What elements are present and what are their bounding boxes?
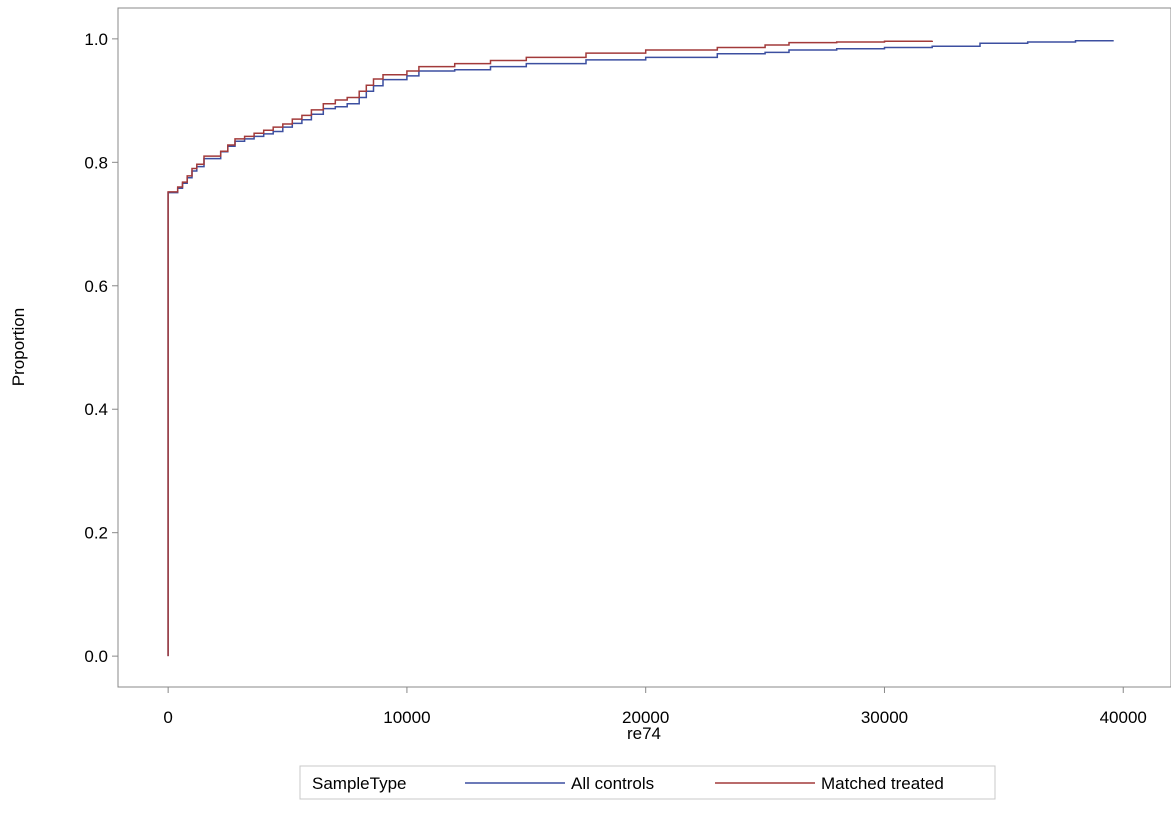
x-axis: 0 10000 20000 30000 40000 [163,687,1147,727]
y-tick-label: 1.0 [84,30,108,49]
series-line-matched-treated [167,40,933,657]
x-axis-label: re74 [627,724,661,743]
legend-frame [299,765,996,800]
x-tick-label: 0 [163,708,172,727]
y-tick-label: 0.8 [84,153,108,172]
legend-title: SampleType [312,774,407,793]
plot-frame [117,7,1171,688]
x-tick-label: 30000 [861,708,908,727]
series-line-all-controls [167,39,1114,657]
x-tick-label: 20000 [622,708,669,727]
y-axis-label: Proportion [9,308,28,386]
x-tick-label: 40000 [1100,708,1147,727]
y-tick-label: 0.2 [84,524,108,543]
legend-label-matched-treated: Matched treated [821,774,944,793]
y-tick-label: 0.4 [84,400,108,419]
x-tick-label: 10000 [383,708,430,727]
series-layer [167,39,1114,657]
y-axis: 0.0 0.2 0.4 0.6 0.8 1.0 [84,30,118,666]
y-tick-label: 0.6 [84,277,108,296]
legend: SampleType All controls Matched treated [299,765,996,800]
legend-label-all-controls: All controls [571,774,654,793]
y-tick-label: 0.0 [84,647,108,666]
